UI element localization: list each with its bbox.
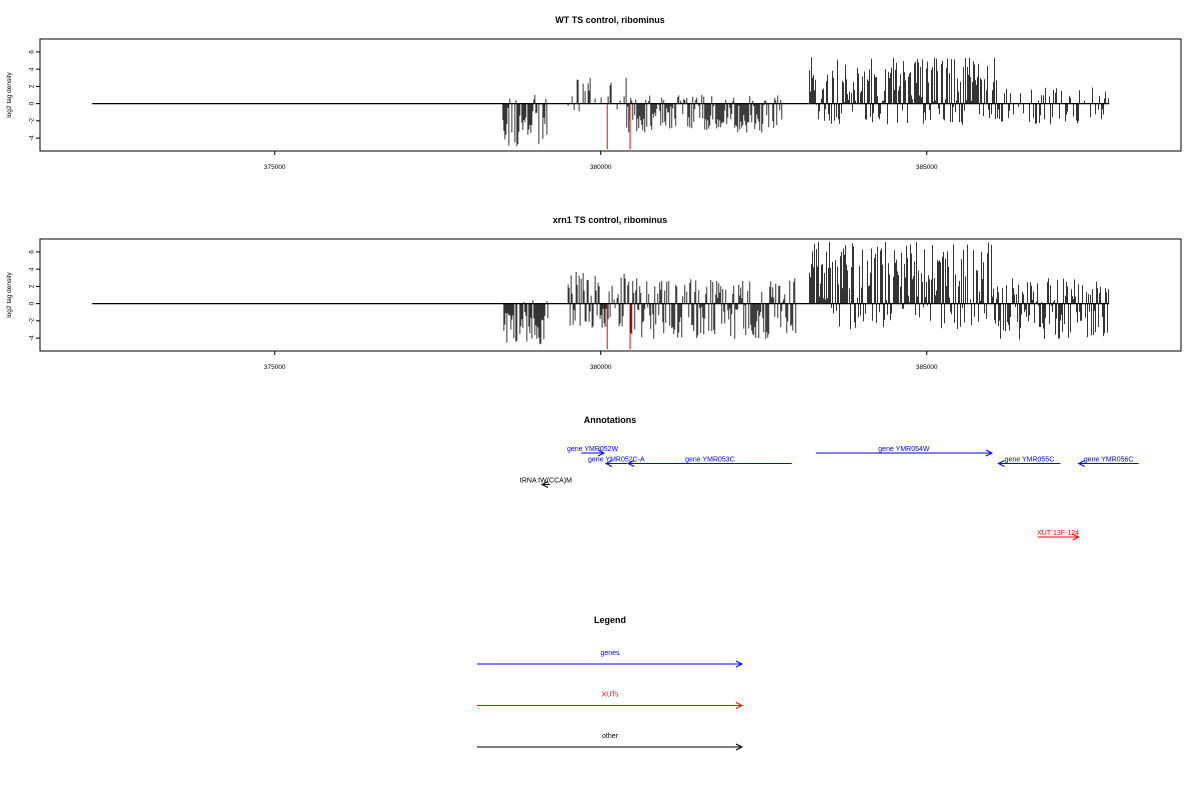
- legend: Legend genes XUTs other: [477, 615, 744, 751]
- x-tick-label: 380000: [590, 164, 612, 171]
- xrn1-coverage-panel: xrn1 TS control, ribominus log2 tag dens…: [6, 215, 1182, 371]
- y-axis: 6 4 2 0 -2 -4: [29, 50, 41, 141]
- strand-arrow: [1077, 460, 1085, 467]
- y-tick-label: 0: [29, 301, 36, 305]
- feature-label: gene YMR056C: [1084, 457, 1134, 464]
- annotation-feature: tRNA tW(CCA)M: [520, 478, 572, 488]
- legend-label: XUTs: [602, 692, 619, 699]
- feature-label: gene YMR055C: [1005, 457, 1055, 464]
- x-tick-label: 385000: [916, 164, 938, 171]
- strand-arrow: [604, 460, 613, 467]
- annotation-feature: gene YMR056C: [1077, 457, 1139, 467]
- strand-arrow: [540, 481, 549, 488]
- y-tick-label: -2: [29, 118, 36, 124]
- feature-label: gene YMR054W: [878, 446, 930, 453]
- annotations-title: Annotations: [584, 415, 637, 425]
- legend-arrow: [735, 702, 744, 709]
- y-tick-label: 2: [29, 284, 36, 288]
- annotation-feature: gene YMR054W: [815, 446, 994, 457]
- feature-track: gene YMR052W gene YMR052C-A gene YMR053C ge…: [520, 446, 1139, 541]
- legend-item: other: [477, 733, 744, 751]
- legend-arrow: [735, 743, 744, 751]
- annotation-feature: gene YMR053C: [626, 457, 792, 467]
- x-tick-label: 375000: [264, 164, 286, 171]
- y-axis: 6 4 2 0 -2 -4: [29, 250, 41, 341]
- strand-arrow: [1072, 533, 1080, 541]
- plot-frame: [39, 238, 1182, 352]
- legend-items: genes XUTs other: [477, 650, 744, 751]
- coverage-bars: [92, 241, 1110, 350]
- x-axis: 375000 380000 385000: [264, 351, 938, 371]
- y-tick-label: -4: [29, 135, 36, 141]
- annotation-feature: gene YMR055C: [997, 457, 1061, 467]
- x-axis: 375000 380000 385000: [264, 151, 938, 171]
- x-tick-label: 380000: [590, 364, 612, 371]
- feature-label: gene YMR052C-A: [588, 457, 645, 464]
- panel-title: xrn1 TS control, ribominus: [553, 215, 668, 225]
- annotation-feature: gene YMR052W: [567, 446, 619, 457]
- strand-arrow: [597, 449, 606, 457]
- feature-label: gene YMR052W: [567, 446, 619, 453]
- legend-arrow: [735, 660, 744, 668]
- y-axis-label: log2 tag density: [6, 271, 13, 317]
- y-tick-label: 0: [29, 101, 36, 105]
- wt-coverage-panel: WT TS control, ribominus log2 tag densit…: [6, 15, 1182, 171]
- y-axis-label: log2 tag density: [6, 71, 13, 117]
- y-tick-label: 6: [29, 50, 36, 54]
- y-tick-label: 4: [29, 67, 36, 71]
- y-tick-label: 6: [29, 250, 36, 254]
- legend-item: genes: [477, 650, 744, 668]
- feature-label: XUT 13F-124: [1037, 530, 1079, 537]
- coverage-bars: [92, 57, 1110, 150]
- x-tick-label: 375000: [264, 364, 286, 371]
- legend-label: genes: [600, 650, 620, 657]
- x-tick-label: 385000: [916, 364, 938, 371]
- legend-item: XUTs: [477, 692, 744, 709]
- strand-arrow: [985, 449, 994, 457]
- strand-arrow: [626, 460, 635, 467]
- y-tick-label: 2: [29, 84, 36, 88]
- legend-title: Legend: [594, 615, 626, 625]
- annotation-feature: gene YMR052C-A: [588, 457, 645, 467]
- annotation-feature: XUT 13F-124: [1037, 530, 1080, 541]
- y-tick-label: -2: [29, 318, 36, 324]
- plot-frame: [39, 38, 1182, 152]
- strand-arrow: [997, 460, 1005, 467]
- y-tick-label: 4: [29, 267, 36, 271]
- feature-label: gene YMR053C: [685, 457, 735, 464]
- feature-label: tRNA tW(CCA)M: [520, 478, 572, 485]
- legend-label: other: [602, 733, 619, 740]
- y-tick-label: -4: [29, 335, 36, 341]
- panel-title: WT TS control, ribominus: [555, 15, 665, 25]
